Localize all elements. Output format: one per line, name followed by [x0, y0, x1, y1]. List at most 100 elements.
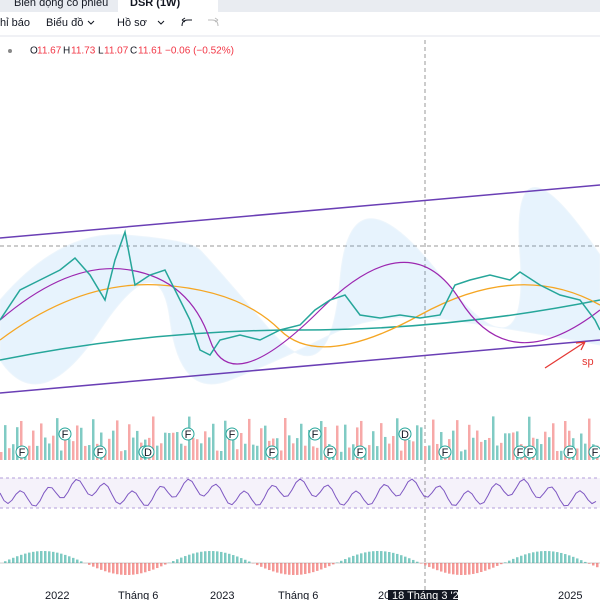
- event-label: F: [567, 447, 574, 459]
- volume-bar: [192, 437, 195, 460]
- volume-bar: [236, 449, 239, 460]
- volume-bar: [168, 433, 171, 460]
- macd-bar: [484, 563, 487, 571]
- macd-bar: [404, 556, 407, 563]
- macd-bar: [232, 555, 235, 563]
- event-badge: [225, 427, 239, 441]
- value: 11.73: [71, 46, 96, 57]
- macd-bar: [204, 551, 207, 563]
- volume-bar: [164, 432, 167, 460]
- active-tab[interactable]: [118, 0, 218, 12]
- macd-bar: [112, 563, 115, 574]
- event-label: F: [442, 447, 449, 459]
- volume-bar: [72, 441, 75, 460]
- tab[interactable]: DSR (1W): [130, 0, 180, 9]
- macd-bar: [184, 556, 187, 563]
- toolbar-button[interactable]: hỉ báo: [0, 17, 30, 29]
- macd-bar: [284, 563, 287, 575]
- undo[interactable]: [181, 17, 192, 27]
- macd-bar: [408, 558, 411, 563]
- volume-bar: [216, 450, 219, 460]
- ohlc-legend: O 11.67 H 11.73 L 11.07 C 11.61 −0.06 (−…: [8, 46, 234, 57]
- volume-bar: [296, 438, 299, 460]
- label: C: [130, 46, 137, 57]
- macd-bar: [320, 563, 323, 570]
- macd-bar: [292, 563, 295, 575]
- volume-bar: [500, 442, 503, 460]
- macd-bar: [244, 559, 247, 563]
- macd-bar: [300, 563, 303, 575]
- event-badge: [523, 445, 537, 459]
- macd-bar: [564, 554, 567, 563]
- macd-bar: [440, 563, 443, 572]
- macd-bar: [60, 553, 63, 563]
- event-label: F: [269, 447, 276, 459]
- volume-bar: [528, 416, 531, 460]
- macd-bar: [340, 560, 343, 563]
- macd-bar: [80, 561, 83, 563]
- macd-bar: [104, 563, 107, 572]
- event-badge: [398, 427, 412, 441]
- volume-bar: [512, 432, 515, 460]
- macd-bar: [552, 551, 555, 563]
- volume-bar: [292, 443, 295, 460]
- macd-bar: [76, 559, 79, 563]
- toolbar-button[interactable]: Hồ sơ: [117, 17, 147, 29]
- volume-bar: [316, 447, 319, 460]
- event-badge: [308, 427, 322, 441]
- macd-bar: [512, 558, 515, 563]
- macd-bar: [52, 551, 55, 563]
- macd-bar: [24, 553, 27, 563]
- volume-bar: [64, 437, 67, 460]
- volume-bar: [568, 430, 571, 460]
- macd-bar: [436, 563, 439, 571]
- macd-pane: [4, 551, 599, 575]
- macd-bar: [260, 563, 263, 567]
- volume-bar: [68, 439, 71, 460]
- tab[interactable]: Biến động cổ phiếu: [14, 0, 108, 9]
- volume-bar: [116, 420, 119, 460]
- volume-bar: [344, 424, 347, 460]
- macd-bar: [432, 563, 435, 569]
- event-label: F: [357, 447, 364, 459]
- volume-bar: [340, 451, 343, 460]
- volume-bar: [156, 445, 159, 460]
- event-label: F: [327, 447, 334, 459]
- macd-bar: [596, 563, 599, 568]
- volume-bar: [120, 451, 123, 460]
- macd-bar: [200, 551, 203, 563]
- volume-bar: [396, 418, 399, 460]
- macd-bar: [548, 551, 551, 563]
- macd-bar: [240, 558, 243, 563]
- volume-bar: [88, 445, 91, 460]
- macd-bar: [288, 563, 291, 575]
- macd-bar: [236, 556, 239, 563]
- volume-bar: [128, 424, 131, 460]
- chevron: [157, 20, 165, 25]
- macd-bar: [468, 563, 471, 575]
- macd-bar: [164, 563, 167, 565]
- macd-bar: [324, 563, 327, 568]
- annotation: sp: [582, 356, 594, 368]
- volume-bar: [8, 448, 11, 460]
- volume-bar: [84, 445, 87, 460]
- volume-bar: [436, 443, 439, 460]
- volume-bar: [176, 432, 179, 460]
- toolbar-button[interactable]: Biểu đồ: [46, 17, 83, 29]
- volume-bar: [428, 445, 431, 460]
- macd-bar: [40, 551, 43, 563]
- event-label: D: [144, 447, 152, 459]
- macd-bar: [188, 554, 191, 563]
- volume-bar: [80, 427, 83, 460]
- volume-bar: [32, 430, 35, 460]
- macd-bar: [256, 563, 259, 566]
- volume-bar: [48, 443, 51, 460]
- volume-bar: [248, 418, 251, 460]
- macd-bar: [464, 563, 467, 575]
- volume-bar: [352, 444, 355, 460]
- event-label: F: [185, 429, 192, 441]
- redo[interactable]: [208, 17, 219, 27]
- macd-bar: [344, 559, 347, 563]
- volume-pane: [0, 416, 599, 460]
